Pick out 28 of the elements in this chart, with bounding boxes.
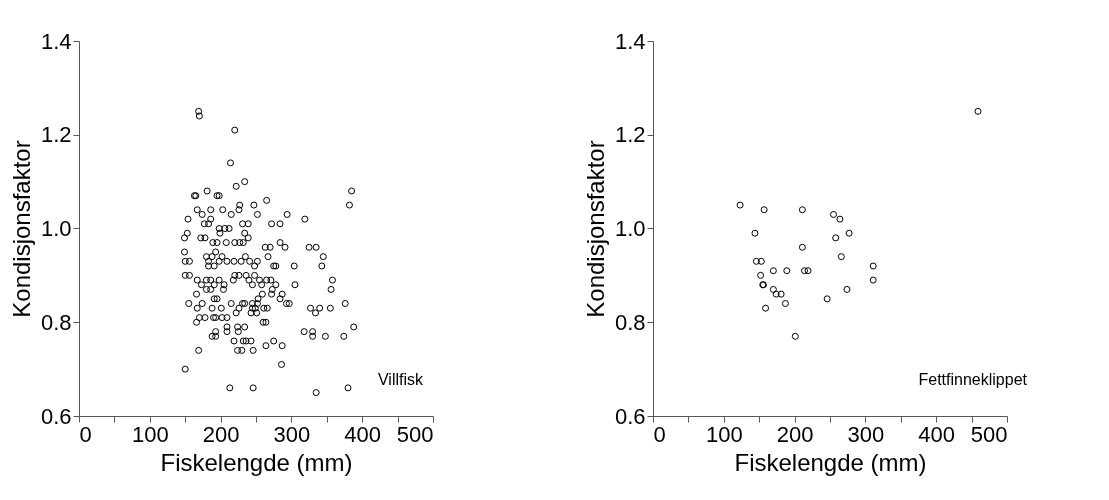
x-tick-label: 100 <box>705 421 743 447</box>
x-tick-label: 400 <box>344 421 382 447</box>
x-tick-label: 500 <box>396 421 434 447</box>
x-axis-title: Fiskelengde (mm) <box>734 448 927 476</box>
y-tick-label: 1.0 <box>614 216 646 241</box>
y-tick-label: 0.6 <box>614 403 646 429</box>
x-tick-label: 0 <box>653 421 666 447</box>
x-tick-label: 400 <box>918 421 956 447</box>
y-tick-label: 1.4 <box>614 28 646 54</box>
x-tick-label: 0 <box>79 421 92 447</box>
y-tick-label: 0.8 <box>40 309 72 335</box>
x-tick-label: 200 <box>202 421 240 447</box>
x-axis-title: Fiskelengde (mm) <box>160 448 353 476</box>
annotation: Fettfinneklippet <box>918 371 1028 388</box>
y-tick-label: 0.8 <box>614 309 646 335</box>
y-tick-label: 1.2 <box>614 122 646 148</box>
y-tick-label: 1.4 <box>40 28 72 54</box>
y-axis-title: Kondisjonsfaktor <box>581 140 609 318</box>
y-axis-title: Kondisjonsfaktor <box>7 140 35 318</box>
annotation: Villfisk <box>377 371 424 388</box>
y-tick-label: 1.2 <box>40 122 72 148</box>
x-tick-label: 300 <box>847 421 885 447</box>
x-tick-label: 200 <box>776 421 814 447</box>
x-tick-label: 100 <box>131 421 169 447</box>
x-tick-label: 300 <box>273 421 311 447</box>
x-tick-label: 500 <box>970 421 1008 447</box>
y-tick-label: 1.0 <box>40 216 72 241</box>
y-tick-label: 0.6 <box>40 403 72 429</box>
